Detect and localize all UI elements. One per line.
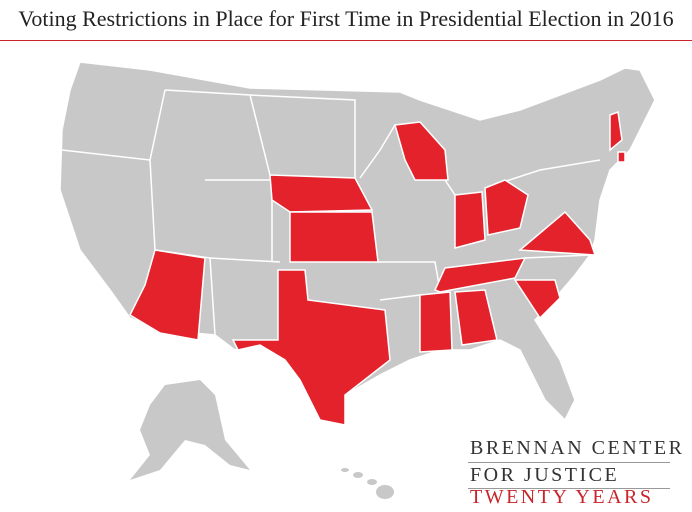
state — [454, 289, 498, 346]
state — [484, 179, 529, 236]
hawaii — [341, 468, 394, 499]
brand-line-2: FOR JUSTICE — [470, 464, 620, 486]
state — [518, 210, 597, 256]
brand-rule — [468, 488, 670, 489]
state — [433, 257, 527, 293]
highlighted-states — [129, 110, 626, 426]
brand-line-1: BRENNAN CENTER — [470, 437, 685, 459]
brand-rule — [468, 462, 670, 463]
alaska — [130, 380, 250, 480]
brand-line-3: TWENTY YEARS — [470, 486, 654, 508]
state — [609, 110, 623, 152]
state — [129, 249, 206, 341]
state — [454, 191, 486, 249]
state — [617, 151, 626, 163]
title-rule — [0, 40, 692, 41]
state — [289, 211, 379, 263]
state — [394, 121, 449, 181]
state — [513, 279, 561, 320]
state — [269, 174, 374, 213]
state — [419, 291, 453, 353]
state — [231, 269, 391, 426]
map-title: Voting Restrictions in Place for First T… — [18, 6, 674, 31]
